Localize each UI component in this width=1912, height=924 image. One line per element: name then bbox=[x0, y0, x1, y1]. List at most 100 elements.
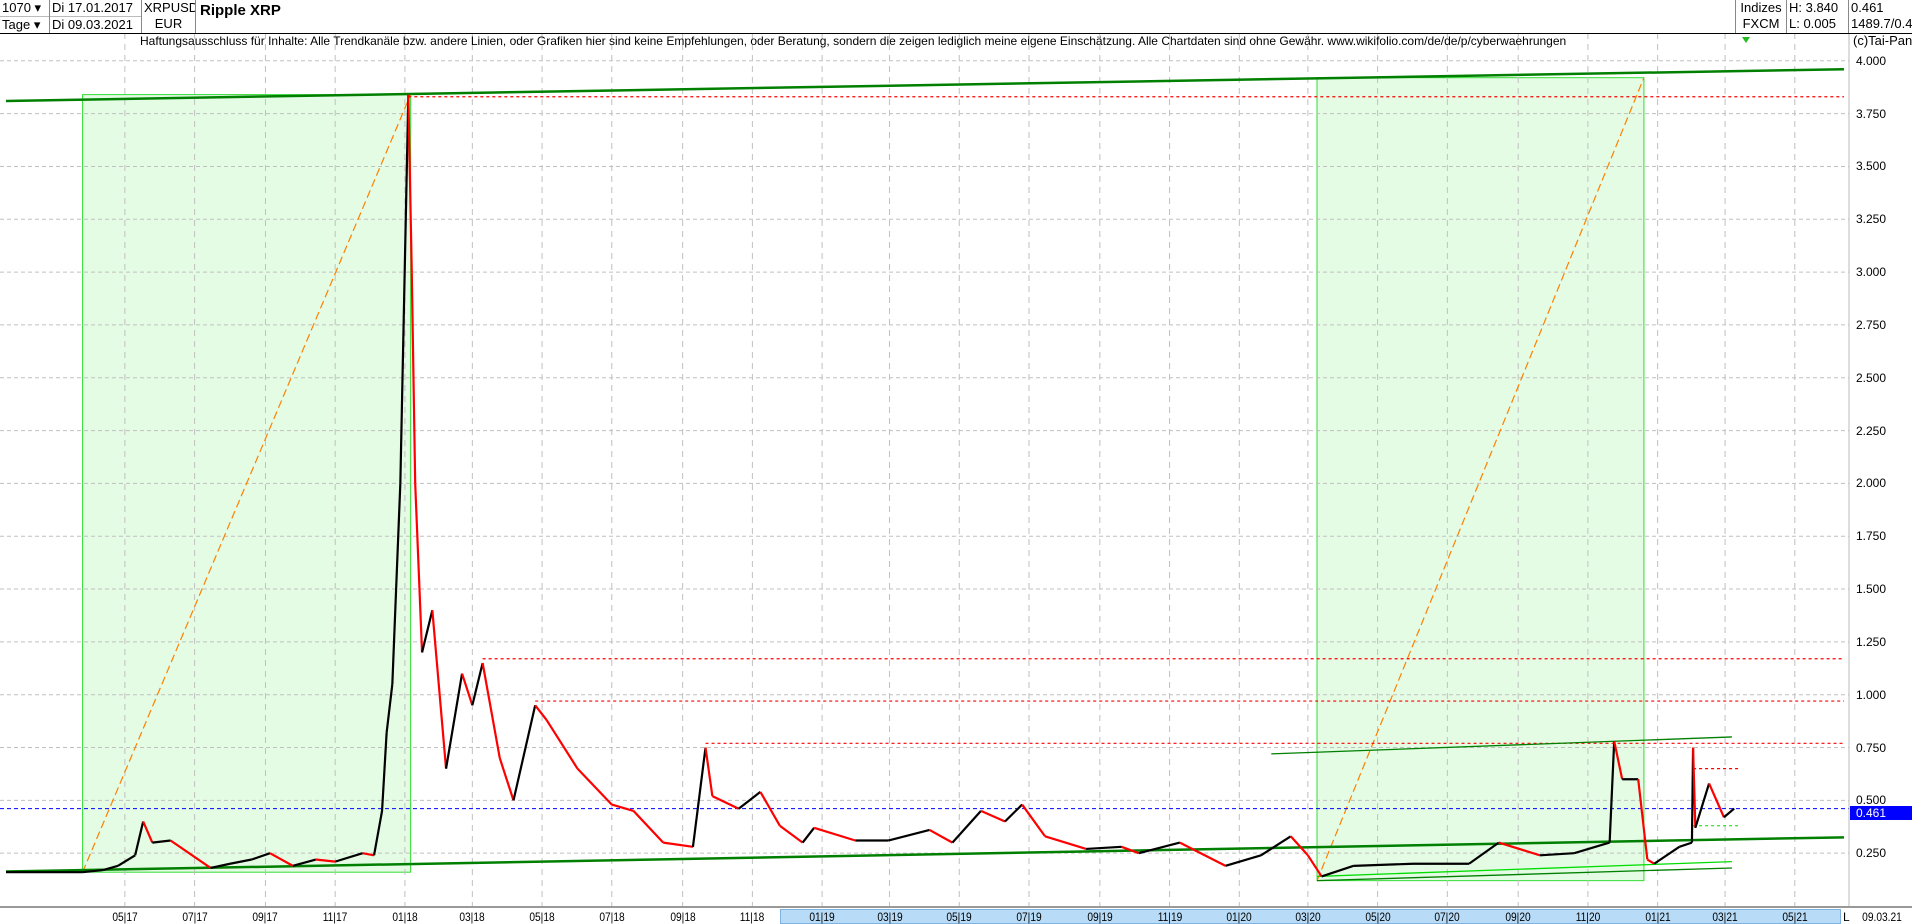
price-segment bbox=[1121, 845, 1140, 855]
trendline bbox=[5, 68, 1844, 103]
price-segment bbox=[399, 94, 410, 484]
price-segment bbox=[134, 821, 145, 856]
scale-mode[interactable]: L bbox=[1843, 910, 1850, 924]
price-segment bbox=[1608, 741, 1616, 843]
price-segment bbox=[269, 852, 294, 867]
x-tick-label: 05|21 bbox=[1782, 910, 1808, 924]
price-segment bbox=[142, 821, 154, 844]
price-segment bbox=[1004, 803, 1023, 823]
y-tick-label: 2.250 bbox=[1856, 423, 1887, 438]
price-segment bbox=[1679, 841, 1693, 848]
price-segment bbox=[1498, 841, 1541, 857]
x-tick-label: 01|18 bbox=[392, 910, 418, 924]
trendline bbox=[5, 836, 1844, 873]
last-value: 0.461 bbox=[1851, 0, 1884, 15]
price-segment bbox=[632, 810, 665, 844]
price-segment bbox=[545, 719, 579, 770]
disclaimer-text: Haftungsausschluss für Inhalte: Alle Tre… bbox=[140, 34, 1567, 48]
price-segment bbox=[471, 662, 484, 706]
price-segment bbox=[1539, 852, 1575, 857]
price-segment bbox=[1225, 854, 1262, 867]
copyright: (c)Tai-Pan bbox=[1853, 33, 1912, 48]
high-low: H: 3.840 L: 0.005 bbox=[1787, 0, 1849, 33]
x-tick-label: 03|21 bbox=[1712, 910, 1738, 924]
x-tick-label: 09|18 bbox=[669, 910, 696, 924]
marker-triangle-icon bbox=[1742, 37, 1750, 43]
x-tick-label: 07|20 bbox=[1434, 910, 1460, 924]
low-value: L: 0.005 bbox=[1789, 16, 1836, 31]
price-segment bbox=[711, 795, 740, 810]
price-segment bbox=[461, 673, 474, 706]
price-segment bbox=[1637, 779, 1649, 860]
price-segment bbox=[1179, 841, 1227, 867]
source-info: Indizes FXCM bbox=[1735, 0, 1787, 33]
price-segment bbox=[1306, 854, 1323, 878]
symbol-info: XRPUSD EUR bbox=[142, 0, 196, 33]
price-segment bbox=[152, 839, 171, 844]
price-segment bbox=[391, 483, 402, 685]
price-segment bbox=[414, 483, 424, 653]
bars-count-dropdown[interactable]: 1070 ▾ bbox=[0, 0, 49, 17]
price-segment bbox=[1289, 835, 1309, 857]
price-segment bbox=[779, 824, 804, 844]
y-tick-label: 3.000 bbox=[1856, 265, 1887, 280]
y-tick-label: 0.750 bbox=[1856, 740, 1887, 755]
price-segment bbox=[759, 791, 781, 827]
price-segment bbox=[929, 828, 953, 844]
trendline bbox=[1317, 867, 1732, 882]
price-segment bbox=[704, 747, 714, 797]
symbol: XRPUSD bbox=[144, 0, 196, 15]
projection-line bbox=[82, 94, 412, 873]
x-tick-label: 03|19 bbox=[876, 910, 903, 924]
y-tick-label: 3.500 bbox=[1856, 159, 1887, 174]
chart-title: Ripple XRP bbox=[200, 2, 281, 19]
x-tick-label: 05|20 bbox=[1364, 910, 1391, 924]
bars-selector[interactable]: 1070 ▾ Tage ▾ bbox=[0, 0, 50, 33]
price-segment bbox=[663, 841, 694, 848]
price-segment bbox=[315, 858, 336, 863]
price-segment bbox=[1021, 803, 1046, 837]
x-tick-label: 09|17 bbox=[252, 910, 279, 924]
price-segment bbox=[1708, 783, 1725, 818]
price-segment bbox=[801, 827, 815, 844]
price-segment bbox=[117, 854, 136, 867]
exchange-group: Indizes bbox=[1740, 0, 1782, 15]
price-segment bbox=[1086, 845, 1122, 851]
y-tick-label: 2.750 bbox=[1856, 317, 1887, 332]
price-segment bbox=[1321, 864, 1354, 878]
period-dropdown[interactable]: Tage ▾ bbox=[0, 17, 49, 33]
price-segment bbox=[1613, 740, 1624, 780]
price-segment bbox=[1573, 841, 1610, 855]
price-segment bbox=[1694, 783, 1711, 829]
end-date[interactable]: Di 09.03.2021 bbox=[50, 17, 141, 33]
data-source: FXCM bbox=[1742, 16, 1780, 31]
price-segment bbox=[576, 767, 613, 806]
price-segment bbox=[1138, 841, 1181, 855]
x-tick-label: 07|18 bbox=[599, 910, 625, 924]
price-segment bbox=[481, 662, 501, 759]
currency: EUR bbox=[154, 16, 183, 31]
x-tick-label: 11|19 bbox=[1157, 910, 1182, 924]
start-date[interactable]: Di 17.01.2017 bbox=[50, 0, 141, 17]
price-segment bbox=[1353, 862, 1414, 867]
y-tick-label: 1.000 bbox=[1856, 687, 1887, 702]
price-segment bbox=[380, 732, 388, 811]
x-tick-label: 01|19 bbox=[809, 910, 835, 924]
x-axis[interactable]: L 09.03.21 05|17 07|17 09|17 11|17 01|18 03|1… bbox=[0, 906, 1912, 924]
x-tick-label: 01|21 bbox=[1644, 910, 1671, 924]
x-tick-label: 11|17 bbox=[322, 910, 348, 924]
price-segment bbox=[737, 791, 762, 810]
price-segment bbox=[1691, 747, 1697, 828]
y-tick-label: 0.250 bbox=[1856, 846, 1887, 861]
price-segment bbox=[1468, 841, 1500, 865]
price-segment bbox=[1653, 845, 1680, 865]
price-segment bbox=[420, 609, 434, 653]
last-date: 09.03.21 bbox=[1862, 910, 1902, 924]
y-tick-label: 2.000 bbox=[1856, 476, 1887, 491]
price-segment bbox=[498, 757, 515, 801]
date-range[interactable]: Di 17.01.2017 Di 09.03.2021 bbox=[50, 0, 142, 33]
price-segment bbox=[372, 810, 384, 856]
price-segment bbox=[534, 704, 548, 721]
y-tick-label: 1.750 bbox=[1856, 529, 1887, 544]
